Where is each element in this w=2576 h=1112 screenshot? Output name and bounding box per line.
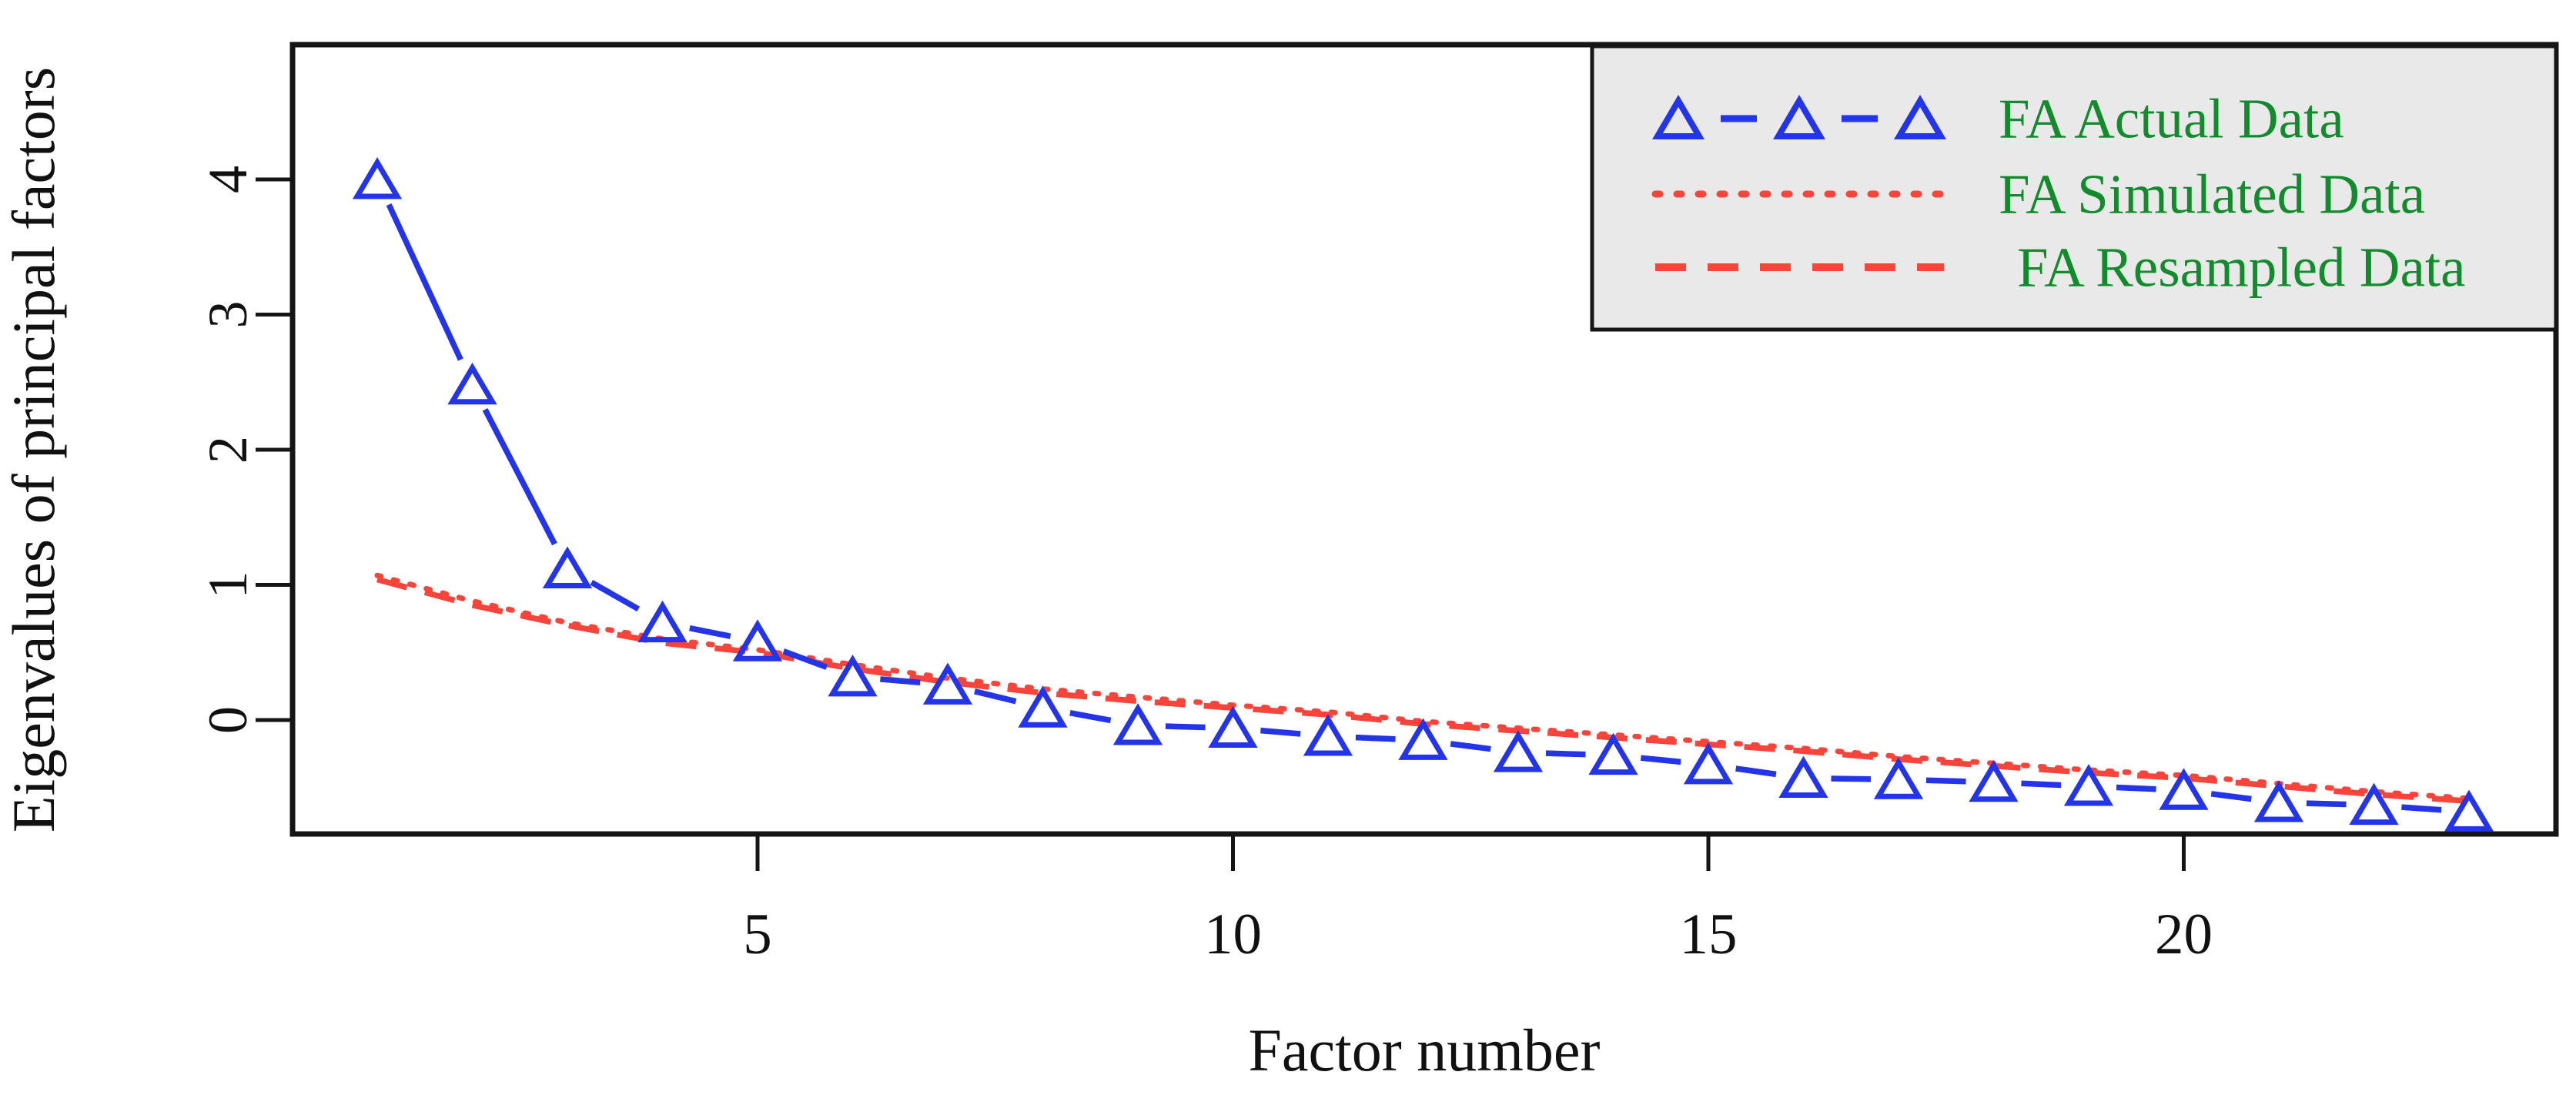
- fa-actual-marker-triangle: [1303, 714, 1353, 756]
- fa-actual-segment: [590, 579, 641, 612]
- fa-actual-segment: [2210, 791, 2252, 802]
- fa-actual-marker-triangle: [1398, 718, 1448, 760]
- fa-actual-marker-triangle: [447, 362, 497, 405]
- fa-actual-marker-triangle: [732, 619, 783, 662]
- fa-actual-segment: [2401, 804, 2442, 813]
- fa-actual-segment: [2021, 780, 2062, 789]
- fa-actual-marker-triangle: [2444, 789, 2494, 832]
- plot-content: 0 1 2 3 4 5 10 15 20 FA Actual Data FA Simulated D…: [197, 44, 2558, 966]
- fa-actual-marker-triangle: [2349, 782, 2399, 826]
- y-tick-label: 1: [197, 571, 259, 599]
- fa-actual-segment: [2306, 800, 2347, 808]
- x-axis-title: Factor number: [1248, 1017, 1600, 1084]
- fa-actual-segment: [1450, 741, 1491, 752]
- fa-actual-marker-triangle: [1873, 757, 1924, 799]
- fa-actual-marker-triangle: [637, 600, 687, 643]
- fa-actual-segment: [1925, 777, 1966, 785]
- legend-marker-triangle: [1894, 95, 1946, 139]
- fa-actual-segment: [386, 203, 463, 361]
- x-tick-label: 15: [1680, 903, 1738, 966]
- y-tick-label: 2: [197, 436, 259, 464]
- fa-actual-marker-triangle: [1018, 685, 1068, 728]
- fa-actual-segment: [2116, 784, 2156, 792]
- fa-actual-marker-triangle: [1208, 705, 1258, 749]
- fa-actual-segment: [880, 676, 921, 686]
- fa-actual-marker-triangle: [828, 654, 878, 697]
- fa-actual-segment: [1069, 710, 1112, 724]
- fa-actual-segment: [974, 688, 1017, 705]
- x-tick-label: 20: [2155, 903, 2213, 966]
- legend-label: FA Resampled Data: [2017, 236, 2466, 299]
- legend-label: FA Simulated Data: [1999, 163, 2425, 226]
- fa-actual-marker-triangle: [1683, 742, 1734, 785]
- fa-actual-marker-triangle: [1112, 703, 1163, 745]
- fa-actual-segment: [689, 625, 731, 639]
- fa-actual-marker-triangle: [2253, 780, 2304, 822]
- fa-actual-segment: [1355, 734, 1396, 742]
- fa-actual-segment: [782, 648, 828, 670]
- fa-actual-segment: [1165, 723, 1206, 731]
- fa-actual-marker-triangle: [1778, 755, 1828, 798]
- fa-actual-segment: [1545, 750, 1586, 758]
- legend-marker-triangle: [1773, 95, 1825, 139]
- legend-marker-triangle: [1652, 95, 1705, 139]
- y-axis-title: Eigenvalues of principal factors: [0, 67, 67, 832]
- fa-actual-marker-triangle: [352, 157, 403, 199]
- fa-actual-marker-triangle: [1588, 732, 1638, 775]
- legend-box: [1590, 44, 2558, 332]
- legend-label: FA Actual Data: [1999, 88, 2344, 150]
- fa-actual-marker-triangle: [1493, 730, 1544, 772]
- fa-actual-marker-triangle: [922, 662, 973, 705]
- fa-actual-segment: [1735, 765, 1777, 778]
- fa-actual-segment: [482, 408, 557, 546]
- fa-actual-segment: [1260, 727, 1301, 737]
- fa-actual-marker-triangle: [1969, 759, 2019, 802]
- y-tick-label: 0: [197, 706, 259, 734]
- fa-simulated-line: [374, 572, 2472, 802]
- fa-resampled-line: [376, 576, 2470, 805]
- fa-actual-marker-triangle: [2159, 768, 2209, 810]
- y-tick-label: 4: [197, 166, 259, 193]
- x-tick-label: 10: [1204, 903, 1262, 966]
- fa-actual-segment: [1640, 755, 1681, 765]
- fa-actual-marker-triangle: [2063, 764, 2114, 806]
- fa-actual-marker-triangle: [542, 546, 593, 588]
- plot-border: [289, 42, 2559, 837]
- x-tick-label: 5: [743, 903, 772, 966]
- y-tick-label: 3: [197, 301, 259, 329]
